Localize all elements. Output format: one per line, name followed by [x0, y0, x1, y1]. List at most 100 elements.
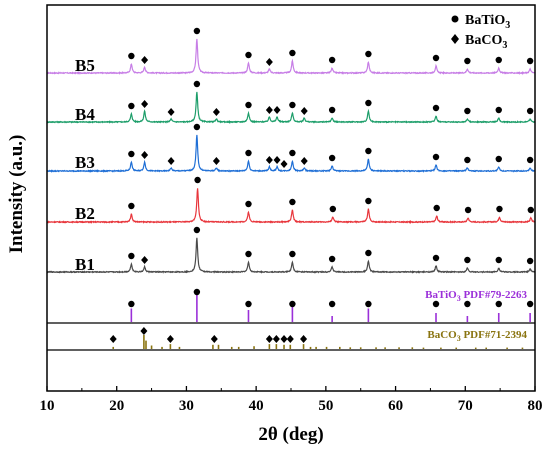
batio3-peak-marker: [128, 202, 135, 210]
reference-marker: [526, 300, 534, 308]
batio3-peak-marker: [433, 204, 440, 212]
x-axis-title: 2θ (deg): [258, 424, 323, 445]
x-tick-label: 20: [109, 398, 124, 414]
x-tick-label: 80: [528, 398, 543, 414]
x-tick-label: 30: [179, 398, 194, 414]
baco3-peak-marker: [141, 56, 149, 64]
reference-marker: [286, 335, 294, 343]
batio3-peak-marker: [289, 250, 296, 258]
reference-marker: [328, 300, 336, 308]
series-line-b3: [46, 134, 536, 173]
reference-marker: [272, 335, 280, 343]
legend: BaTiO3 BaCO3: [451, 13, 510, 51]
batio3-peak-marker: [193, 226, 201, 234]
batio3-peak-marker: [128, 52, 135, 60]
batio3-peak-marker: [496, 205, 503, 213]
batio3-peak-marker: [464, 256, 471, 264]
baco3-peak-marker: [141, 256, 149, 264]
batio3-peak-marker: [245, 250, 252, 258]
reference-label-batio3: BaTiO3 PDF#79-2263: [425, 289, 527, 303]
batio3-peak-marker: [193, 27, 201, 35]
batio3-peak-marker: [526, 257, 534, 265]
reference-marker: [495, 300, 502, 308]
baco3-peak-marker: [141, 151, 149, 159]
batio3-peak-marker: [245, 51, 252, 59]
batio3-peak-marker: [289, 101, 296, 109]
batio3-peak-marker: [365, 50, 372, 58]
series-line-b2: [46, 188, 536, 224]
batio3-peak-marker: [526, 156, 534, 164]
reference-marker: [265, 335, 273, 343]
reference-marker: [365, 300, 372, 308]
baco3-peak-marker: [212, 108, 220, 116]
series-line-b4: [46, 91, 536, 124]
baco3-peak-marker: [265, 156, 273, 164]
batio3-peak-marker: [328, 154, 336, 162]
batio3-peak-marker: [128, 102, 135, 110]
batio3-peak-marker: [365, 249, 372, 257]
baco3-peak-marker: [167, 108, 175, 116]
batio3-peak-marker: [526, 57, 534, 65]
batio3-peak-marker: [365, 197, 372, 205]
batio3-peak-marker: [193, 123, 201, 131]
x-tick-label: 40: [249, 398, 264, 414]
batio3-peak-marker: [464, 206, 472, 214]
series-label-b4: B4: [75, 105, 95, 124]
reference-group: [47, 288, 535, 351]
baco3-peak-marker: [280, 160, 288, 168]
reference-marker: [464, 300, 471, 308]
series-line-b1: [46, 237, 536, 274]
baco3-peak-marker: [212, 157, 220, 165]
batio3-peak-marker: [464, 107, 471, 115]
batio3-peak-marker: [432, 104, 440, 112]
baco3-peak-marker: [273, 106, 281, 114]
legend-diamond-marker: [451, 34, 459, 44]
batio3-peak-marker: [289, 49, 296, 57]
x-tick-label: 50: [318, 398, 333, 414]
series-label-b2: B2: [75, 204, 95, 223]
legend-entry-batio3: BaTiO3: [465, 13, 510, 31]
x-tick-label: 10: [40, 398, 55, 414]
baco3-peak-marker: [265, 58, 273, 66]
baco3-peak-marker: [273, 156, 281, 164]
batio3-peak-marker: [432, 153, 440, 161]
batio3-peak-marker: [495, 56, 502, 64]
reference-marker: [245, 300, 252, 308]
reference-marker: [128, 300, 135, 308]
series-label-b1: B1: [75, 255, 95, 274]
batio3-peak-marker: [365, 99, 372, 107]
x-tick-label: 60: [388, 398, 403, 414]
batio3-peak-marker: [527, 206, 535, 214]
batio3-peak-marker: [495, 256, 502, 264]
batio3-peak-marker: [289, 149, 296, 157]
batio3-peak-marker: [128, 252, 135, 260]
series-group: [46, 38, 536, 274]
batio3-peak-marker: [365, 147, 372, 155]
batio3-peak-marker: [328, 56, 336, 64]
reference-marker: [210, 335, 218, 343]
batio3-peak-marker: [245, 200, 252, 208]
batio3-peak-marker: [289, 198, 296, 206]
reference-marker: [289, 300, 296, 308]
reference-marker: [193, 288, 201, 296]
marker-group: [128, 27, 535, 265]
reference-marker: [300, 335, 308, 343]
batio3-peak-marker: [194, 176, 201, 184]
x-axis: 10 20 30 40 50 60 70 80: [40, 386, 543, 414]
batio3-peak-marker: [328, 106, 336, 114]
batio3-peak-marker: [329, 205, 337, 213]
baco3-peak-marker: [300, 107, 308, 115]
y-axis-title: Intensity (a.u.): [6, 135, 27, 254]
legend-circle-marker: [451, 15, 459, 23]
series-label-b5: B5: [75, 56, 95, 75]
reference-marker: [280, 335, 288, 343]
reference-label-baco3: BaCO3 PDF#71-2394: [427, 329, 527, 343]
batio3-peak-marker: [495, 155, 502, 163]
batio3-peak-marker: [432, 254, 440, 262]
batio3-peak-marker: [245, 101, 252, 109]
batio3-peak-marker: [526, 107, 534, 115]
batio3-peak-marker: [464, 156, 471, 164]
x-tick-label: 70: [458, 398, 473, 414]
reference-marker: [109, 335, 117, 343]
baco3-peak-marker: [265, 106, 273, 114]
